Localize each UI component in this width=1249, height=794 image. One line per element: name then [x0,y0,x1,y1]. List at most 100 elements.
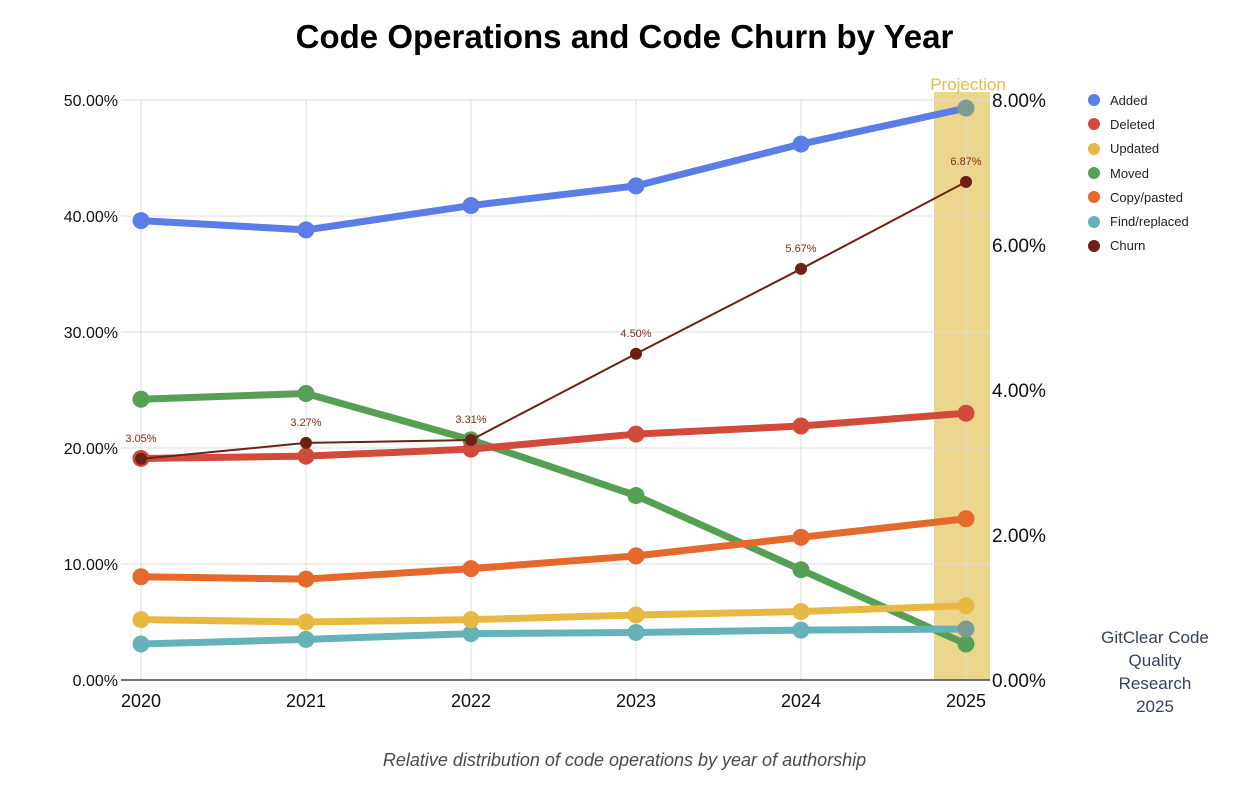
legend-item-deleted: Deleted [1088,112,1189,136]
credit-line: GitClear Code [1101,628,1209,647]
chart-legend: Added Deleted Updated Moved Copy/pasted Find/… [1088,88,1189,258]
y-left-tick-label: 0.00% [73,673,118,690]
x-tick-label: 2020 [121,691,161,711]
data-point-deleted [792,417,810,435]
legend-swatch [1088,142,1100,155]
credit-line: 2025 [1136,697,1174,716]
data-point-find-replaced [297,630,315,648]
data-label-churn: 4.50% [620,328,651,340]
legend-swatch [1088,94,1100,107]
data-point-moved [792,561,810,579]
projection-band [934,92,990,680]
data-label-churn: 3.27% [290,417,321,429]
y-right-tick-label: 4.00% [992,381,1046,402]
data-point-moved [627,487,645,505]
legend-label: Find/replaced [1110,214,1189,230]
series-line-updated [137,602,970,626]
legend-label: Updated [1110,141,1160,157]
data-point-copy-pasted [132,568,150,586]
legend-label: Deleted [1110,116,1155,132]
data-label-churn: 3.05% [125,433,156,445]
data-point-updated [132,611,150,629]
y-right-tick-label: 6.00% [992,236,1046,257]
data-point-moved [297,384,315,402]
data-point-moved [957,635,975,653]
data-point-updated [462,611,480,629]
legend-item-copy-pasted: Copy/pasted [1088,185,1189,209]
legend-swatch [1088,239,1100,252]
data-point-moved [132,390,150,408]
chart-caption: Relative distribution of code operations… [382,750,867,770]
y-left-tick-label: 10.00% [64,557,118,574]
data-point-added [957,99,975,117]
data-point-find-replaced [792,621,810,639]
data-point-added [462,197,480,215]
data-point-copy-pasted [462,560,480,578]
y-left-tick-label: 50.00% [64,93,118,110]
data-point-deleted [462,440,480,458]
data-point-churn [630,347,642,360]
data-point-updated [957,597,975,615]
legend-label: Added [1110,92,1148,108]
data-label-churn: 3.31% [455,414,486,426]
data-point-churn [135,452,147,465]
x-tick-label: 2024 [781,691,821,711]
data-point-added [627,177,645,195]
series-line-added [137,104,970,234]
y-right-tick-label: 2.00% [992,526,1046,547]
data-point-find-replaced [627,623,645,641]
data-point-find-replaced [132,635,150,653]
data-point-copy-pasted [627,547,645,565]
legend-item-find-replaced: Find/replaced [1088,209,1189,233]
y-right-tick-label: 8.00% [992,91,1046,112]
data-point-copy-pasted [792,528,810,546]
data-point-updated [297,613,315,631]
data-label-churn: 6.87% [950,156,981,168]
y-left-tick-label: 40.00% [64,209,118,226]
legend-label: Churn [1110,238,1146,254]
x-tick-label: 2022 [451,691,491,711]
data-point-churn [795,262,807,275]
series-line-copy-pasted [137,515,970,583]
y-right-tick-label: 0.00% [992,671,1046,692]
credit-line: Research [1118,674,1192,693]
legend-label: Copy/pasted [1110,189,1183,205]
data-point-copy-pasted [297,570,315,588]
data-point-find-replaced [462,625,480,643]
series-line-churn [140,180,967,460]
credit-text: GitClear Code Quality Research 2025 [1080,626,1230,718]
data-label-churn: 5.67% [785,243,816,255]
legend-label: Moved [1110,165,1150,181]
data-point-added [132,212,150,230]
data-point-churn [960,175,972,188]
x-tick-label: 2025 [946,691,986,711]
x-tick-label: 2021 [286,691,326,711]
series-line-deleted [137,409,970,462]
data-point-deleted [627,425,645,443]
legend-item-churn: Churn [1088,234,1189,258]
credit-line: Quality [1128,651,1182,670]
legend-item-moved: Moved [1088,161,1189,185]
data-point-deleted [957,404,975,422]
legend-item-updated: Updated [1088,137,1189,161]
data-point-churn [300,436,312,449]
data-point-updated [627,606,645,624]
y-left-tick-label: 30.00% [64,325,118,342]
projection-label: Projection [930,75,1006,94]
data-point-added [297,221,315,239]
data-point-added [792,135,810,153]
x-tick-label: 2023 [616,691,656,711]
data-point-churn [465,434,477,447]
data-point-copy-pasted [957,510,975,528]
data-point-deleted [297,447,315,465]
legend-swatch [1088,191,1100,204]
y-left-tick-label: 20.00% [64,441,118,458]
data-point-updated [792,603,810,621]
chart-title: Code Operations and Code Churn by Year [295,18,954,55]
data-point-find-replaced [957,620,975,638]
series-line-moved [137,389,970,648]
legend-item-added: Added [1088,88,1189,112]
legend-swatch [1088,215,1100,228]
series-line-find-replaced [137,625,970,648]
